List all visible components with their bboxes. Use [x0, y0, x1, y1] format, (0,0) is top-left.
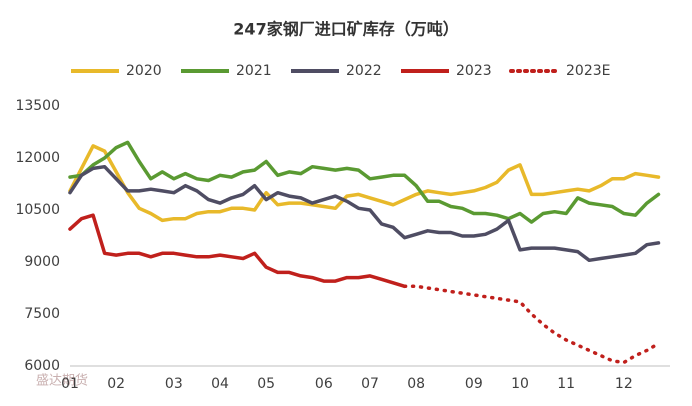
x-tick-label: 02 — [107, 376, 125, 392]
y-tick-label: 10500 — [15, 202, 60, 218]
series-line — [402, 284, 661, 365]
chart-title: 247家钢厂进口矿库存（万吨） — [233, 20, 458, 39]
x-tick-label: 08 — [407, 376, 425, 392]
y-tick-label: 12000 — [15, 150, 60, 166]
x-tick-label: 06 — [315, 376, 333, 392]
series-line — [68, 213, 407, 289]
x-tick-label: 11 — [557, 376, 575, 392]
y-tick-label: 6000 — [24, 358, 60, 374]
legend-label: 2022 — [346, 63, 382, 79]
legend-label: 2020 — [126, 63, 162, 79]
x-tick-label: 05 — [257, 376, 275, 392]
legend-label: 2023E — [566, 63, 610, 79]
series-line — [68, 140, 661, 224]
legend-label: 2021 — [236, 63, 272, 79]
x-tick-label: 09 — [465, 376, 483, 392]
x-tick-label: 03 — [165, 376, 183, 392]
y-tick-label: 7500 — [24, 306, 60, 322]
y-tick-label: 9000 — [24, 254, 60, 270]
series-line — [68, 164, 661, 263]
x-tick-label: 07 — [361, 376, 379, 392]
y-tick-label: 13500 — [15, 98, 60, 114]
x-tick-label: 04 — [211, 376, 229, 392]
x-tick-label: 01 — [61, 376, 79, 392]
series-line — [68, 144, 661, 223]
x-tick-label: 12 — [615, 376, 633, 392]
x-tick-label: 10 — [511, 376, 529, 392]
legend-label: 2023 — [456, 63, 492, 79]
watermark: 盛达期货 — [36, 373, 88, 389]
